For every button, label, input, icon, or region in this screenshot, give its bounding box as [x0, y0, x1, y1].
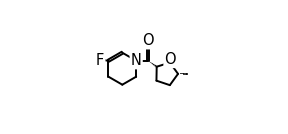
Text: O: O: [164, 52, 176, 67]
Text: O: O: [142, 33, 154, 48]
Text: F: F: [96, 53, 104, 68]
Text: N: N: [131, 53, 142, 68]
